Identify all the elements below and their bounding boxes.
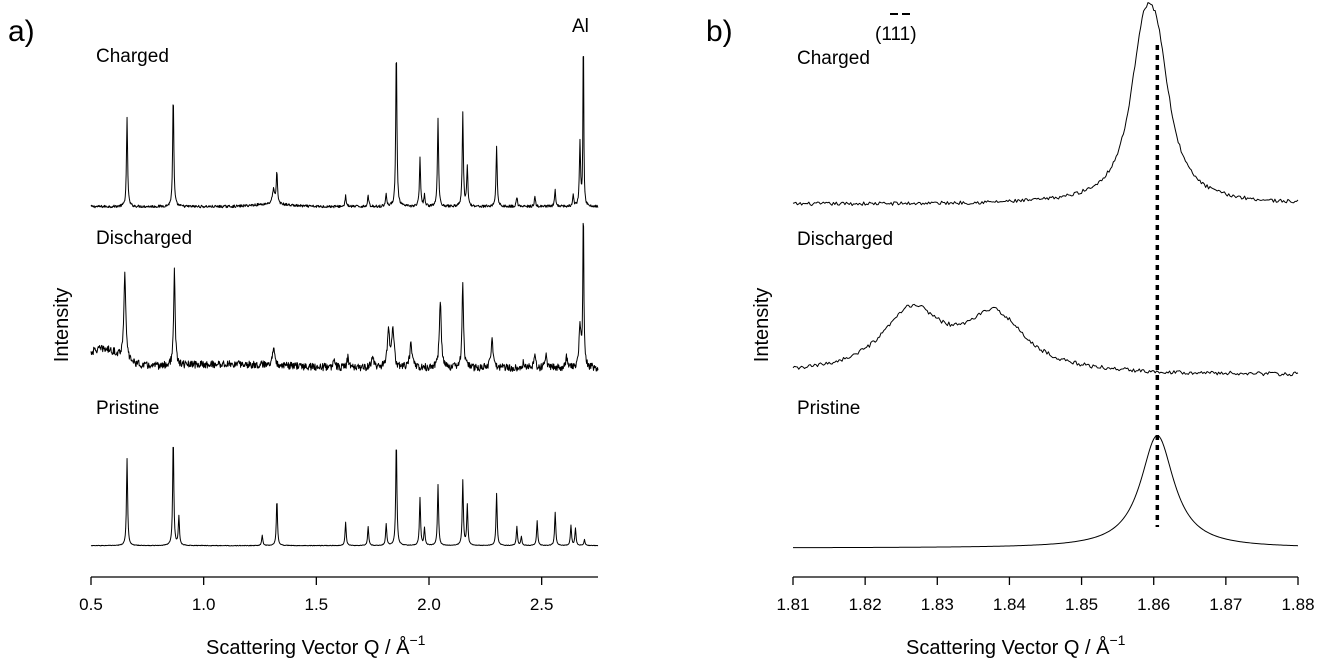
series-line-discharged xyxy=(90,222,599,372)
x-tick-label: 1.82 xyxy=(849,595,882,614)
panel-a-al-annotation: Al xyxy=(572,16,589,37)
x-tick-label: 2.0 xyxy=(417,595,441,614)
panel-b-traces xyxy=(792,2,1299,549)
panel-b-letter: b) xyxy=(706,15,733,48)
x-tick-label: 1.88 xyxy=(1281,595,1314,614)
panel-b-y-axis-label: Intensity xyxy=(751,288,773,362)
panel-a-x-ticks: 0.5 1.0 1.5 2.0 2.5 xyxy=(79,577,553,614)
x-tick-label: 1.87 xyxy=(1209,595,1242,614)
series-line-charged xyxy=(90,56,599,209)
panel-b-x-axis-label: Scattering Vector Q / Å−1 xyxy=(906,632,1126,659)
panel-a-series-label-discharged: Discharged xyxy=(96,228,192,249)
x-tick-label: 1.85 xyxy=(1065,595,1098,614)
panel-b-miller-index-annotation: (111) xyxy=(875,24,917,45)
panel-a-series-label-pristine: Pristine xyxy=(96,398,159,419)
panel-b-series-label-charged: Charged xyxy=(797,48,870,69)
panel-a-series-label-charged: Charged xyxy=(96,46,169,67)
panel-a-y-axis-label: Intensity xyxy=(51,288,73,362)
x-tick-label: 2.5 xyxy=(530,595,554,614)
panel-a-traces xyxy=(90,56,599,547)
series-line-discharged xyxy=(792,303,1299,377)
panel-a-letter: a) xyxy=(8,15,35,48)
x-tick-label: 1.84 xyxy=(993,595,1026,614)
panel-a-x-axis-label: Scattering Vector Q / Å−1 xyxy=(206,632,426,659)
x-tick-label: 1.5 xyxy=(305,595,329,614)
x-tick-label: 1.86 xyxy=(1137,595,1170,614)
series-line-pristine xyxy=(792,435,1299,549)
panel-b: b) Charged Discharged Pristine (111) 1.8… xyxy=(706,2,1315,659)
panel-a: a) Charged Discharged Pristine Al 0.5 1.0… xyxy=(8,15,599,659)
panel-b-series-label-discharged: Discharged xyxy=(797,229,893,250)
x-tick-label: 1.0 xyxy=(192,595,216,614)
x-tick-label: 1.83 xyxy=(921,595,954,614)
panel-b-series-label-pristine: Pristine xyxy=(797,398,860,419)
x-tick-label: 1.81 xyxy=(776,595,809,614)
series-line-pristine xyxy=(90,446,599,547)
series-line-charged xyxy=(792,2,1299,207)
panel-b-x-ticks: 1.81 1.82 1.83 1.84 1.85 1.86 1.87 1.88 xyxy=(776,577,1315,614)
x-tick-label: 0.5 xyxy=(79,595,103,614)
